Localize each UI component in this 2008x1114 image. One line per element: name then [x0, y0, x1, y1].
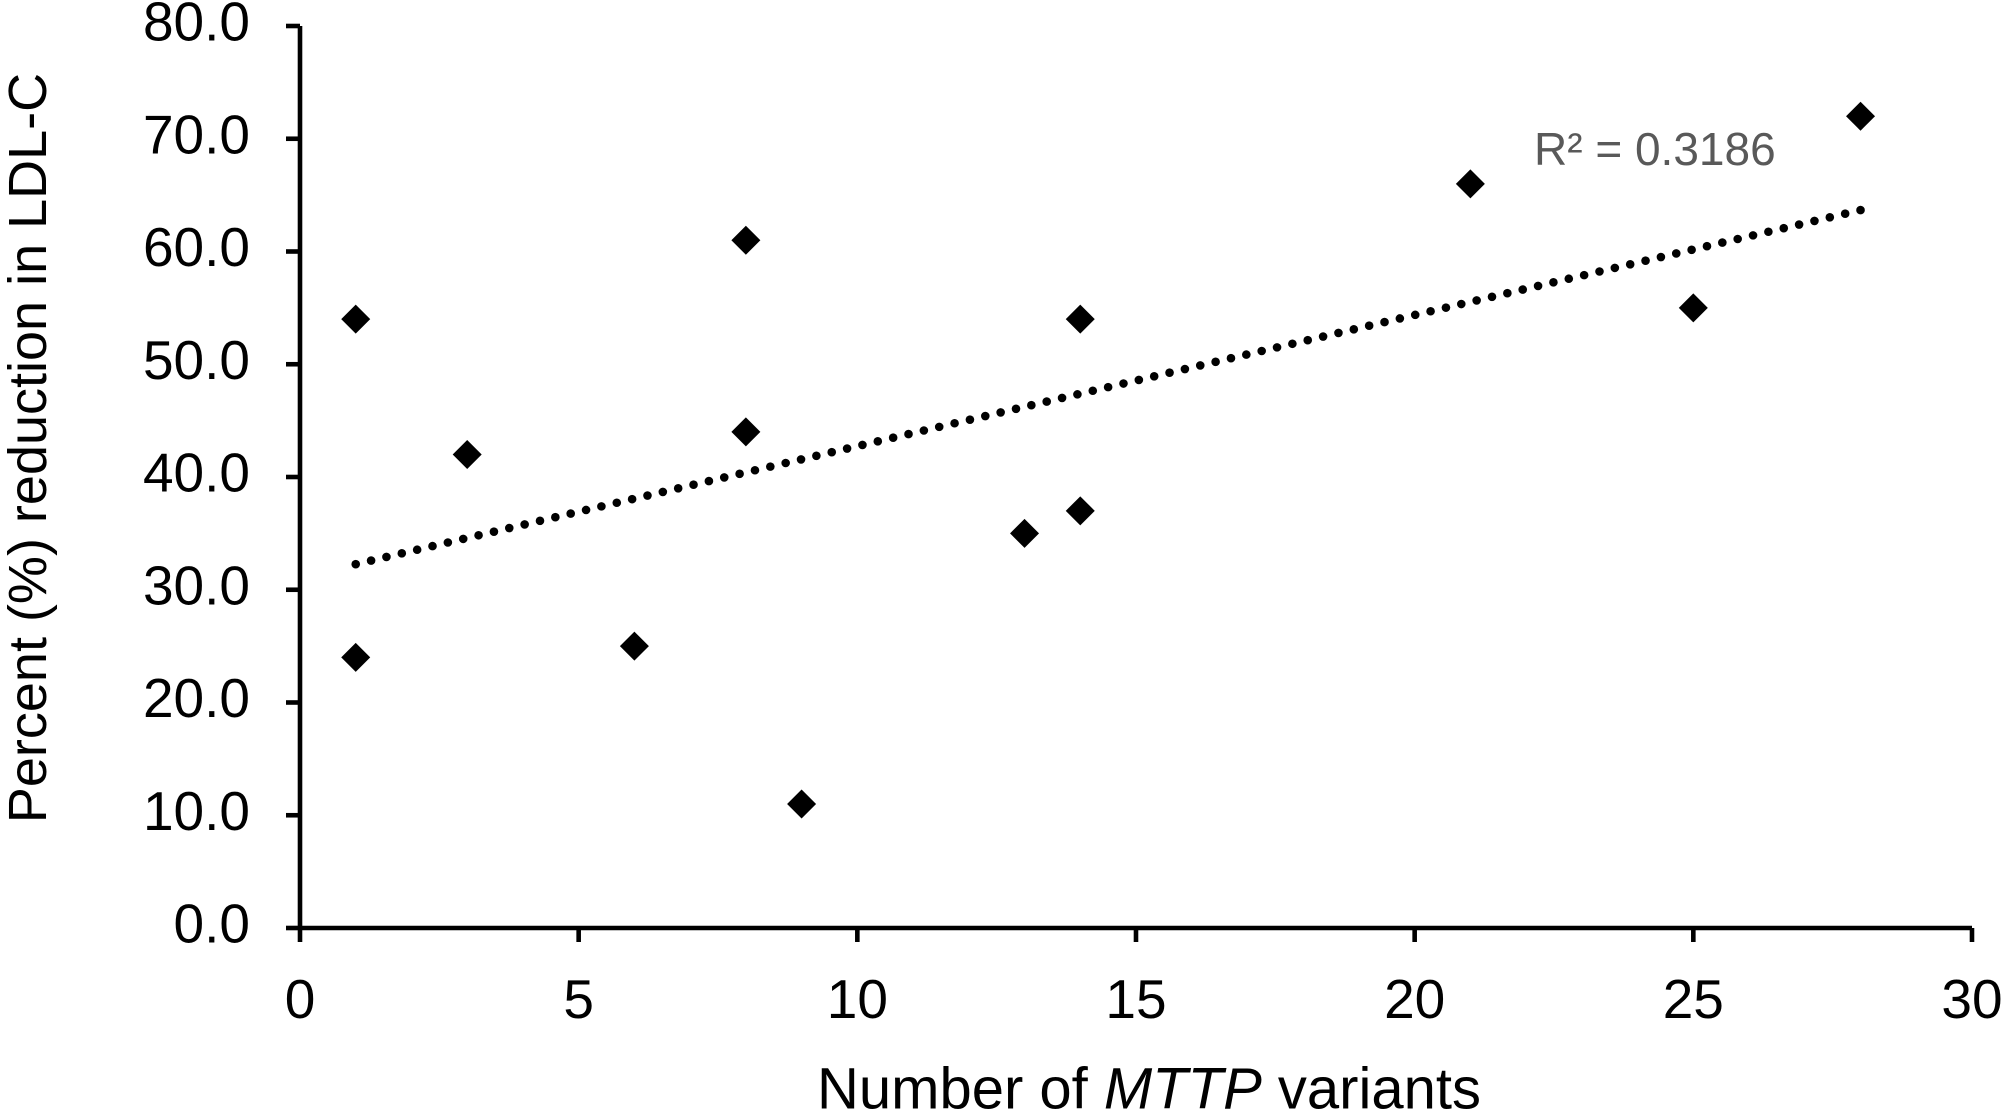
svg-text:30: 30 [1941, 968, 2002, 1030]
svg-text:20: 20 [1384, 968, 1445, 1030]
svg-text:80.0: 80.0 [143, 0, 250, 53]
svg-text:70.0: 70.0 [143, 103, 250, 165]
svg-text:15: 15 [1105, 968, 1166, 1030]
svg-text:10.0: 10.0 [143, 780, 250, 842]
svg-text:50.0: 50.0 [143, 329, 250, 391]
svg-text:40.0: 40.0 [143, 442, 250, 504]
svg-text:25: 25 [1663, 968, 1724, 1030]
svg-text:10: 10 [827, 968, 888, 1030]
svg-text:60.0: 60.0 [143, 216, 250, 278]
svg-text:20.0: 20.0 [143, 667, 250, 729]
svg-text:0.0: 0.0 [174, 893, 250, 955]
svg-text:0: 0 [285, 968, 316, 1030]
svg-text:30.0: 30.0 [143, 554, 250, 616]
svg-text:5: 5 [563, 968, 594, 1030]
